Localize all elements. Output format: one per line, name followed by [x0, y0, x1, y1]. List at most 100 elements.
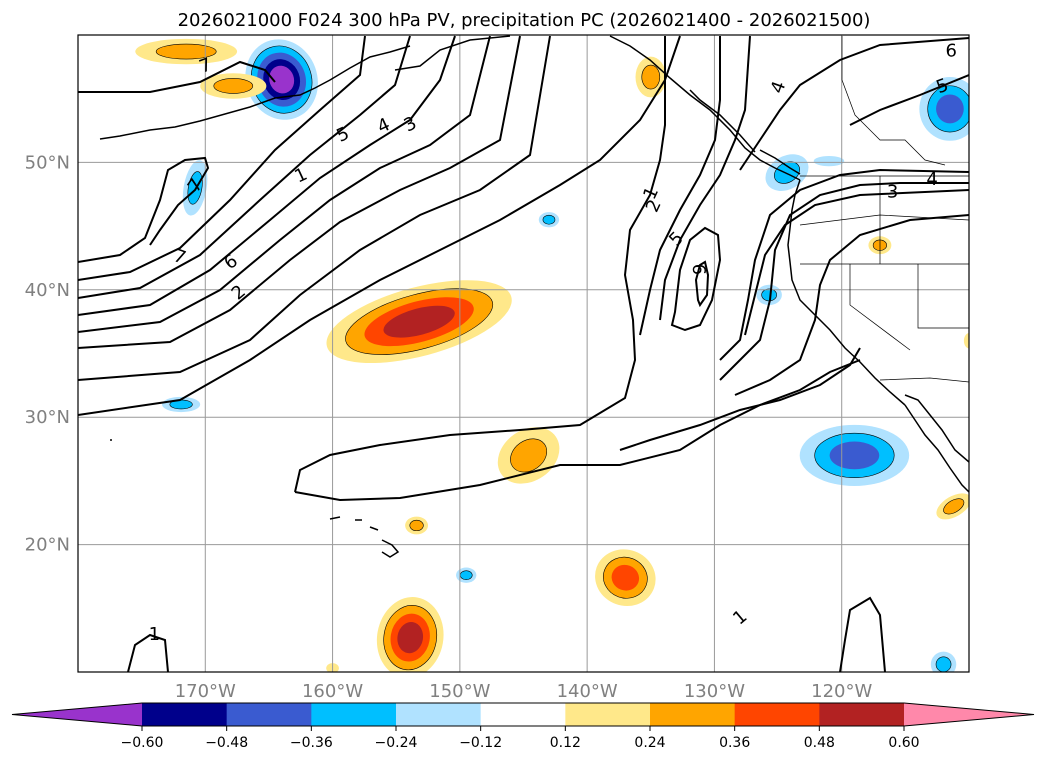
precip-region-east-edge-positive — [963, 333, 969, 349]
precip-region-se-small-negative — [930, 651, 957, 672]
colorbar-segment — [311, 703, 397, 726]
border-us-mexico — [879, 377, 969, 383]
colorbar-tick-label: 0.24 — [634, 735, 665, 751]
lon-tick-label: 130°W — [684, 681, 745, 702]
lon-tick-label: 170°W — [175, 681, 236, 702]
precip-level-fill — [542, 214, 556, 225]
colorbar-segment — [650, 703, 736, 726]
lon-tick-label: 150°W — [429, 681, 490, 702]
coastline-hawaii — [329, 516, 400, 558]
pv-contour-line — [849, 74, 969, 126]
colorbar: −0.60 −0.48 −0.36 −0.24 −0.12 0.12 0.24 0.36 0.4… — [11, 702, 1035, 751]
coastlines — [99, 35, 969, 558]
precip-level-fill — [383, 305, 455, 338]
lon-tick-label: 160°W — [302, 681, 363, 702]
precip-level-fill — [459, 570, 473, 580]
precip-level-fill — [829, 441, 880, 470]
colorbar-segment — [565, 703, 651, 726]
precip-region-ne-negative — [919, 77, 969, 141]
lat-tick-label: 30°N — [25, 407, 70, 428]
colorbar-segment — [734, 703, 820, 726]
precip-region-nw-corner-positive-b — [200, 73, 267, 99]
lat-tick-label: 50°N — [25, 152, 70, 173]
precip-level-fill — [409, 519, 424, 532]
precip-level-fill — [963, 333, 969, 349]
border-nevada — [917, 264, 969, 329]
colorbar-tick-label: 0.48 — [804, 735, 835, 751]
precip-region-small-negative — [813, 156, 845, 167]
map-background — [78, 35, 969, 672]
pv-contour-line — [719, 182, 969, 381]
colorbar-extend-low — [12, 703, 142, 726]
precip-region-east-negative — [799, 424, 910, 486]
pv-contour-line — [127, 633, 169, 672]
precip-level-fill — [641, 64, 661, 90]
pv-contour-label: 4 — [926, 169, 937, 190]
chart-title: 2026021000 F024 300 hPa PV, precipitatio… — [178, 10, 871, 31]
lon-axis-labels: 170°W 160°W 150°W 140°W 130°W 120°W — [175, 681, 873, 702]
precip-region-south-positive — [376, 597, 444, 672]
lon-tick-label: 140°W — [557, 681, 618, 702]
precip-level-fill — [155, 43, 217, 60]
colorbar-tick-label: −0.60 — [121, 735, 164, 751]
lon-tick-label: 120°W — [811, 681, 872, 702]
pv-contour-line — [78, 35, 366, 281]
colorbar-tick-label: 0.60 — [888, 735, 919, 751]
pv-contour-line — [78, 156, 210, 263]
precip-region-coast-negative — [765, 154, 809, 191]
colorbar-extend-high — [904, 703, 1034, 726]
precip-level-fill — [269, 65, 295, 94]
colorbar-tick-label: −0.48 — [205, 735, 248, 751]
pv-contour-line — [78, 35, 681, 416]
precip-level-fill — [813, 156, 845, 167]
colorbar-segment — [480, 703, 566, 726]
colorbar-segment — [142, 703, 228, 726]
pv-contour-line — [78, 35, 491, 333]
precip-region-alaska-positive — [635, 56, 667, 98]
colorbar-tick-label: −0.24 — [375, 735, 418, 751]
pv-contour-line — [78, 35, 456, 316]
coastline-bc — [689, 89, 756, 153]
map-frame — [77, 34, 970, 673]
precip-region-south-mid-positive — [595, 549, 656, 607]
pv-contour-label: 1 — [149, 624, 160, 645]
gridlines — [78, 35, 969, 672]
pv-contour-line — [78, 35, 411, 299]
border-alaska-canada — [841, 36, 946, 166]
pv-contour-lines — [78, 35, 969, 672]
colorbar-tick-label: −0.12 — [459, 735, 502, 751]
pv-contour-line — [294, 36, 666, 493]
precip-level-fill — [943, 498, 965, 515]
colorbar-tick-label: −0.36 — [290, 735, 333, 751]
precip-level-fill — [510, 438, 548, 473]
pv-contour-line — [639, 36, 721, 336]
pv-contour-label: 6 — [945, 40, 956, 61]
pv-contour-line — [744, 189, 969, 336]
border-ca-nv — [849, 264, 911, 351]
pv-contour-line — [619, 347, 861, 451]
pv-contour-line — [294, 359, 861, 502]
precip-level-fill — [213, 78, 254, 94]
coastline-alaska-south — [394, 35, 511, 71]
precip-fill-group — [135, 38, 969, 672]
colorbar-segment — [226, 703, 312, 726]
colorbar-tick-label: 0.36 — [719, 735, 750, 751]
pv-contour-label: 3 — [887, 182, 898, 203]
pv-contour-line — [78, 35, 551, 381]
lat-axis-labels: 20°N 30°N 40°N 50°N — [25, 152, 70, 555]
precip-region-central-positive — [326, 280, 512, 364]
pv-contour-line — [739, 37, 969, 171]
precip-region-nw-corner-positive — [135, 38, 238, 65]
precip-level-fill — [397, 621, 424, 654]
precip-region-se-small-positive — [936, 493, 969, 520]
colorbar-segment — [819, 703, 905, 726]
colorbar-segment — [396, 703, 482, 726]
coastline-us-west — [787, 179, 906, 406]
pv-contour-line — [694, 260, 710, 308]
precip-region-central-small-negative — [538, 212, 560, 228]
precip-level-fill — [936, 94, 964, 124]
colorbar-tick-label: 0.12 — [550, 735, 581, 751]
lat-tick-label: 20°N — [25, 535, 70, 556]
